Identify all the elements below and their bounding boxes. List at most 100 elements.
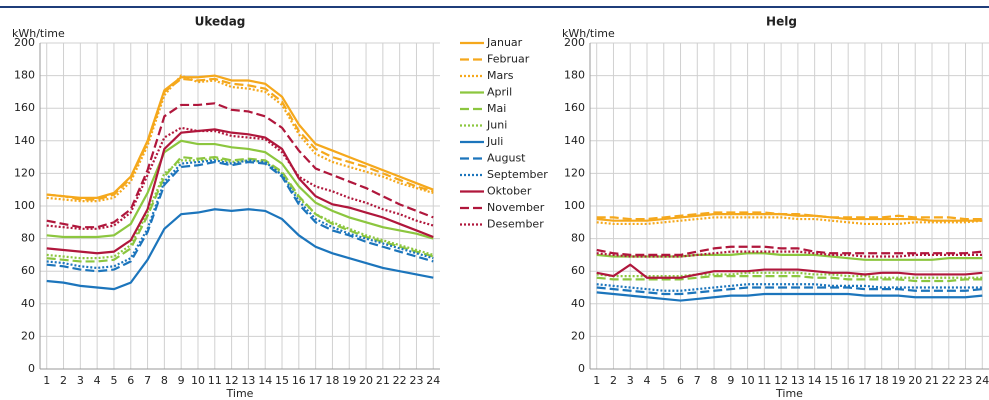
legend-label: April: [487, 86, 512, 99]
x-tick-label: 22: [393, 374, 407, 387]
legend-label: Juni: [486, 119, 507, 132]
x-tick-label: 13: [791, 374, 805, 387]
y-tick-label: 60: [21, 264, 35, 277]
x-tick-label: 19: [342, 374, 356, 387]
y-tick-label: 100: [564, 199, 585, 212]
x-tick-label: 3: [77, 374, 84, 387]
y-tick-label: 40: [21, 297, 35, 310]
y-tick-label: 160: [564, 101, 585, 114]
legend-label: Mars: [487, 69, 514, 82]
x-tick-label: 3: [627, 374, 634, 387]
x-axis-label: Time: [775, 387, 803, 400]
series-line: [46, 208, 434, 291]
y-tick-label: 180: [14, 69, 35, 82]
series-line: [46, 77, 434, 201]
y-tick-label: 60: [571, 264, 585, 277]
x-tick-label: 18: [875, 374, 889, 387]
x-tick-label: 13: [241, 374, 255, 387]
legend-label: Januar: [486, 36, 523, 49]
legend-label: Mai: [487, 102, 506, 115]
x-tick-label: 10: [741, 374, 755, 387]
series-line: [46, 157, 434, 260]
series-line: [596, 250, 983, 258]
x-tick-label: 2: [60, 374, 67, 387]
y-tick-label: 20: [21, 329, 35, 342]
series-line: [596, 216, 983, 226]
x-tick-label: 20: [908, 374, 922, 387]
x-tick-label: 16: [292, 374, 306, 387]
x-tick-label: 4: [644, 374, 651, 387]
y-tick-label: 120: [564, 166, 585, 179]
x-tick-label: 6: [127, 374, 134, 387]
y-tick-label: 180: [564, 69, 585, 82]
legend-label: Oktober: [487, 185, 532, 198]
y-tick-label: 200: [14, 36, 35, 49]
x-tick-label: 17: [858, 374, 872, 387]
y-tick-label: 80: [21, 232, 35, 245]
series-line: [46, 128, 434, 255]
y-axis-label: kWh/time: [562, 27, 615, 40]
series-line: [46, 159, 434, 270]
legend-label: September: [487, 168, 548, 181]
series-line: [46, 139, 434, 240]
legend-label: Februar: [487, 53, 530, 66]
y-tick-label: 0: [28, 362, 35, 375]
x-tick-label: 24: [426, 374, 440, 387]
x-tick-label: 7: [694, 374, 701, 387]
x-tick-label: 12: [225, 374, 239, 387]
legend-label: November: [487, 201, 545, 214]
x-tick-label: 7: [144, 374, 151, 387]
x-tick-label: 23: [959, 374, 973, 387]
y-tick-label: 200: [564, 36, 585, 49]
x-tick-label: 1: [43, 374, 50, 387]
x-tick-label: 18: [325, 374, 339, 387]
x-tick-label: 12: [774, 374, 788, 387]
x-tick-label: 2: [610, 374, 617, 387]
x-tick-label: 6: [677, 374, 684, 387]
x-tick-label: 11: [208, 374, 222, 387]
y-tick-label: 100: [14, 199, 35, 212]
x-tick-label: 15: [824, 374, 838, 387]
x-tick-label: 8: [161, 374, 168, 387]
series-line: [46, 74, 434, 199]
x-tick-label: 10: [191, 374, 205, 387]
series-line: [596, 263, 983, 279]
series-line: [596, 283, 983, 292]
series-line: [596, 291, 983, 302]
x-tick-label: 5: [110, 374, 117, 387]
x-tick-label: 8: [711, 374, 718, 387]
x-tick-label: 9: [178, 374, 185, 387]
legend-label: Juli: [486, 135, 503, 148]
y-tick-label: 160: [14, 101, 35, 114]
y-tick-label: 140: [564, 134, 585, 147]
series-line: [596, 271, 983, 279]
y-tick-label: 140: [14, 134, 35, 147]
y-tick-label: 20: [571, 329, 585, 342]
x-tick-label: 15: [275, 374, 289, 387]
x-tick-label: 24: [975, 374, 989, 387]
x-tick-label: 9: [727, 374, 734, 387]
series-line: [46, 155, 434, 263]
x-axis-label: Time: [226, 387, 254, 400]
x-tick-label: 21: [376, 374, 390, 387]
series-line: [46, 160, 434, 273]
chart-title: Helg: [766, 15, 797, 29]
y-tick-label: 120: [14, 166, 35, 179]
y-axis-label: kWh/time: [12, 27, 65, 40]
x-tick-label: 23: [409, 374, 423, 387]
x-tick-label: 17: [309, 374, 323, 387]
series-line: [46, 74, 434, 203]
y-tick-label: 80: [571, 232, 585, 245]
x-tick-label: 19: [891, 374, 905, 387]
chart-title: Ukedag: [195, 15, 246, 29]
x-tick-label: 22: [942, 374, 956, 387]
x-tick-label: 20: [359, 374, 373, 387]
legend-label: Desember: [487, 218, 544, 231]
y-tick-label: 0: [578, 362, 585, 375]
x-tick-label: 11: [757, 374, 771, 387]
x-tick-label: 16: [841, 374, 855, 387]
y-tick-label: 40: [571, 297, 585, 310]
x-tick-label: 14: [808, 374, 822, 387]
legend-label: August: [487, 152, 526, 165]
